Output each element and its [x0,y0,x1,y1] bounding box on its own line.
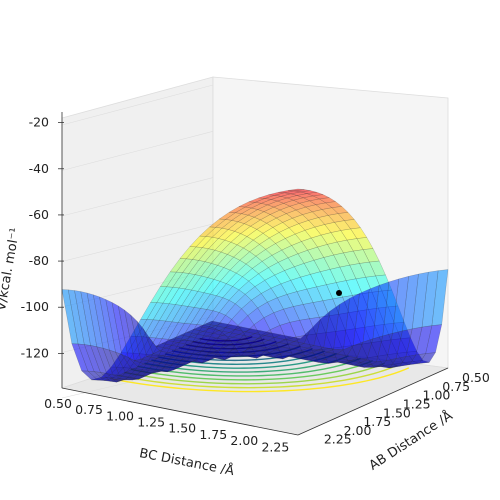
z-tick-label: -80 [29,253,49,268]
gridline [61,362,214,399]
contour-line [123,362,386,385]
gridline [61,177,214,217]
y-tick-label: 1.00 [106,408,134,423]
x-tick-label: 2.00 [344,423,372,438]
contour-line [109,367,410,393]
y-tick-label: 0.50 [44,396,72,411]
gridline [61,131,214,171]
surface-patch [431,269,449,326]
y-axis-line [61,387,299,436]
x-tick-label: 1.00 [423,388,451,403]
x-tick-label: 0.75 [442,379,470,394]
contour-line [130,360,373,381]
y-tick-label: 1.50 [168,421,196,436]
x-tick-label: 1.50 [383,405,411,420]
x-axis-line [297,367,449,436]
y-tick-label: 1.25 [137,415,165,430]
gridline [61,223,214,262]
trajectory-point [336,290,342,296]
y-tick-label: 2.00 [230,433,258,448]
y-axis-label: BC Distance /Å [138,445,236,479]
x-tick-label: 1.25 [403,396,431,411]
z-tick-label: -100 [21,299,49,314]
z-tick-label: -40 [29,161,49,176]
gridline [61,84,214,126]
contour-line [137,357,361,377]
contour-line [144,355,349,373]
x-tick-label: 1.75 [363,414,391,429]
contour-line [116,364,398,389]
potential-surface [61,188,449,383]
x-tick-label: 0.50 [462,370,490,385]
x-tick-label: 2.25 [324,432,352,447]
z-tick-label: -120 [21,345,49,360]
z-tick-label: -60 [29,207,49,222]
y-tick-label: 2.25 [261,439,289,454]
y-tick-label: 1.75 [199,427,227,442]
y-tick-label: 0.75 [75,402,103,417]
z-tick-label: -20 [29,115,49,130]
